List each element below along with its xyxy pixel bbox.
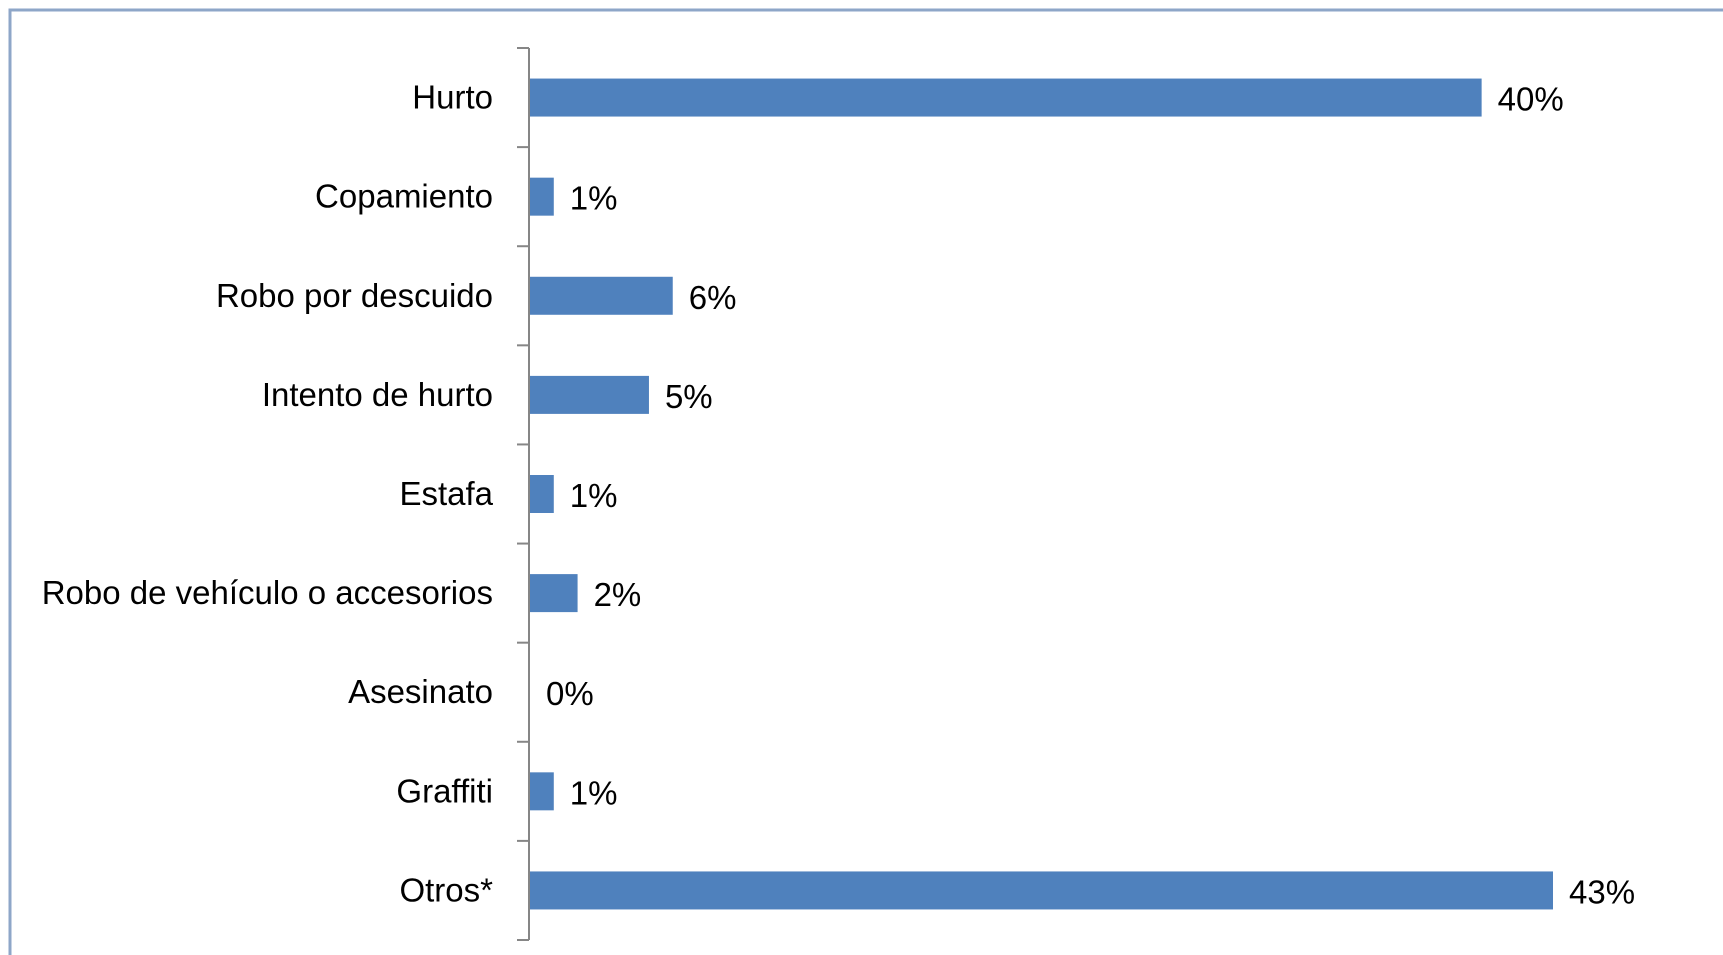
- bar-2: [530, 276, 673, 315]
- bar-4: [530, 475, 554, 513]
- bar-5: [530, 574, 578, 613]
- bar-1: [530, 177, 554, 216]
- category-label: Robo por descuido: [216, 277, 493, 314]
- bar-8: [530, 871, 1553, 910]
- value-label: 0%: [546, 675, 594, 712]
- category-label: Otros*: [399, 871, 493, 908]
- category-label: Copamiento: [315, 178, 493, 215]
- category-label: Intento de hurto: [262, 376, 493, 413]
- bar-7: [530, 772, 554, 811]
- value-label: 2%: [594, 576, 642, 613]
- value-label: 1%: [570, 477, 618, 514]
- category-label: Graffiti: [396, 772, 493, 809]
- category-label: Hurto: [412, 79, 493, 116]
- value-label: 1%: [570, 180, 618, 217]
- value-label: 5%: [665, 378, 713, 415]
- frame-layer: [8, 8, 1723, 955]
- value-label: 43%: [1569, 873, 1635, 910]
- chart-border: [8, 8, 1723, 955]
- value-labels: 40% 1% 6% 5% 1% 2% 0% 1% 43%: [546, 81, 1635, 911]
- category-labels: Hurto Copamiento Robo por descuido Intento …: [42, 79, 494, 909]
- bars-layer: [530, 78, 1553, 910]
- value-label: 6%: [689, 279, 737, 316]
- category-label: Asesinato: [348, 673, 493, 710]
- bar-3: [530, 375, 649, 414]
- category-label: Robo de vehículo o accesorios: [42, 574, 493, 611]
- category-axis: [517, 47, 530, 941]
- value-label: 1%: [570, 774, 618, 811]
- category-label: Estafa: [399, 475, 493, 512]
- bar-0: [530, 78, 1482, 117]
- value-label: 40%: [1498, 81, 1564, 118]
